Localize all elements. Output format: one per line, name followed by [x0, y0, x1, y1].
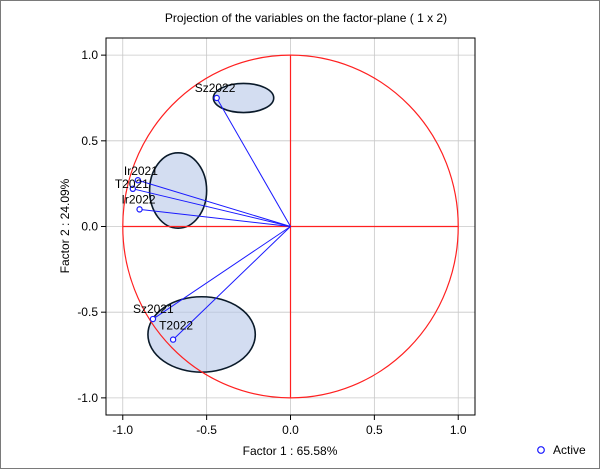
y-axis-label: Factor 2 : 24.09% [58, 178, 72, 273]
vector-line [216, 97, 291, 227]
data-point [149, 315, 157, 323]
data-point [169, 336, 177, 343]
x-axis-label: Factor 1 : 65.58% [243, 444, 338, 458]
vector-line [137, 179, 291, 227]
point-label: Ir2021 [124, 164, 158, 178]
x-tick-label: 1.0 [450, 423, 467, 437]
vector-line [132, 188, 291, 227]
point-label: T2021 [115, 177, 149, 191]
data-point [134, 177, 142, 184]
data-point [136, 206, 143, 213]
chart-title: Projection of the variables on the facto… [165, 11, 447, 25]
legend: Active [537, 443, 586, 457]
y-tick-label: 1.0 [81, 48, 98, 62]
x-tick-label: 0.5 [366, 423, 383, 437]
y-tick-label: -0.5 [77, 305, 98, 319]
x-tick-label: -1.0 [112, 423, 133, 437]
legend-marker-active [537, 446, 545, 454]
vector-line [152, 226, 291, 320]
legend-label-active: Active [553, 443, 586, 457]
x-tick-label: 0.0 [282, 423, 299, 437]
data-point [129, 185, 137, 192]
y-tick-label: 0.5 [81, 134, 98, 148]
x-tick-label: -0.5 [196, 423, 217, 437]
y-tick-label: 0.0 [81, 220, 98, 234]
y-tick-label: -1.0 [77, 391, 98, 405]
highlight-ellipse [148, 152, 208, 230]
vector-line [172, 226, 291, 340]
point-label: Sz2021 [133, 302, 174, 316]
point-label: Ir2022 [122, 192, 156, 206]
point-label: Sz2022 [195, 81, 236, 95]
data-point [213, 94, 220, 102]
highlight-ellipse [212, 82, 275, 114]
vector-line [139, 208, 291, 227]
point-label: T2022 [159, 319, 193, 333]
